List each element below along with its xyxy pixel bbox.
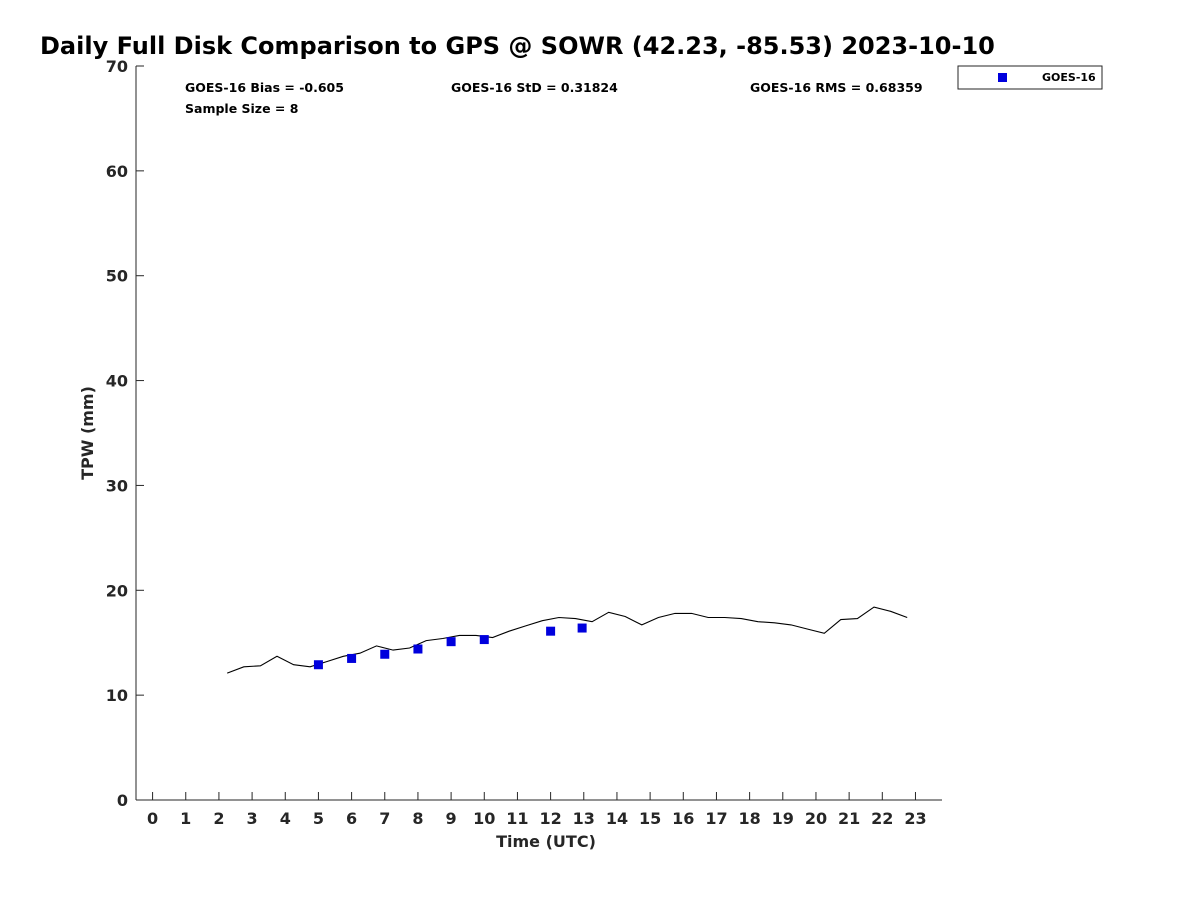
- goes16-point: [313, 660, 323, 670]
- x-tick-label: 6: [346, 809, 357, 828]
- gps-tpw-line: [227, 606, 908, 674]
- chart-axes: [135, 66, 942, 801]
- x-tick-label: 17: [705, 809, 727, 828]
- legend: GOES-16: [957, 65, 1103, 90]
- goes16-point: [380, 649, 390, 659]
- x-tick-label: 10: [473, 809, 495, 828]
- y-tick-label: 50: [106, 267, 128, 286]
- y-tick-label: 0: [117, 791, 128, 810]
- goes16-point: [577, 623, 587, 633]
- x-tick-label: 5: [313, 809, 324, 828]
- x-tick-label: 13: [573, 809, 595, 828]
- stat-std: GOES-16 StD = 0.31824: [451, 80, 618, 95]
- x-tick-label: 12: [539, 809, 561, 828]
- goes16-point: [347, 653, 357, 663]
- y-tick-label: 70: [106, 57, 128, 76]
- chart-title: Daily Full Disk Comparison to GPS @ SOWR…: [40, 32, 995, 60]
- legend-marker: [998, 73, 1007, 82]
- y-ticks: 0 10 20 30 40 50 60 70: [106, 57, 144, 810]
- stat-rms: GOES-16 RMS = 0.68359: [750, 80, 923, 95]
- stat-sample-size: Sample Size = 8: [185, 101, 298, 116]
- x-tick-label: 9: [446, 809, 457, 828]
- x-tick-label: 14: [606, 809, 628, 828]
- x-tick-label: 23: [904, 809, 926, 828]
- x-tick-label: 0: [147, 809, 158, 828]
- x-tick-label: 1: [180, 809, 191, 828]
- x-tick-label: 18: [738, 809, 760, 828]
- x-tick-label: 2: [213, 809, 224, 828]
- x-tick-label: 7: [379, 809, 390, 828]
- y-tick-label: 60: [106, 162, 128, 181]
- y-tick-label: 20: [106, 581, 128, 600]
- x-tick-label: 19: [772, 809, 794, 828]
- stat-bias: GOES-16 Bias = -0.605: [185, 80, 344, 95]
- goes16-point: [413, 644, 423, 654]
- x-tick-label: 20: [805, 809, 827, 828]
- x-tick-label: 22: [871, 809, 893, 828]
- x-tick-label: 15: [639, 809, 661, 828]
- y-tick-label: 10: [106, 686, 128, 705]
- goes16-point: [479, 635, 489, 645]
- goes16-points: [313, 623, 587, 670]
- x-ticks: 0 1 2 3 4 5 6 7 8 9 10 11 12 13 14 15 16 17 18 19 20 21 22 23: [147, 792, 927, 828]
- x-axis-label: Time (UTC): [496, 832, 596, 851]
- y-axis-label: TPW (mm): [78, 386, 97, 480]
- x-tick-label: 4: [280, 809, 291, 828]
- legend-label: GOES-16: [1042, 71, 1096, 84]
- x-tick-label: 21: [838, 809, 860, 828]
- gps-line-group: [227, 606, 908, 674]
- legend-box: [957, 65, 1103, 90]
- x-tick-label: 3: [247, 809, 258, 828]
- x-tick-label: 8: [412, 809, 423, 828]
- y-tick-label: 30: [106, 476, 128, 495]
- goes16-point: [546, 626, 556, 636]
- x-tick-label: 16: [672, 809, 694, 828]
- y-tick-label: 40: [106, 372, 128, 391]
- x-tick-label: 11: [506, 809, 528, 828]
- goes16-point: [446, 637, 456, 647]
